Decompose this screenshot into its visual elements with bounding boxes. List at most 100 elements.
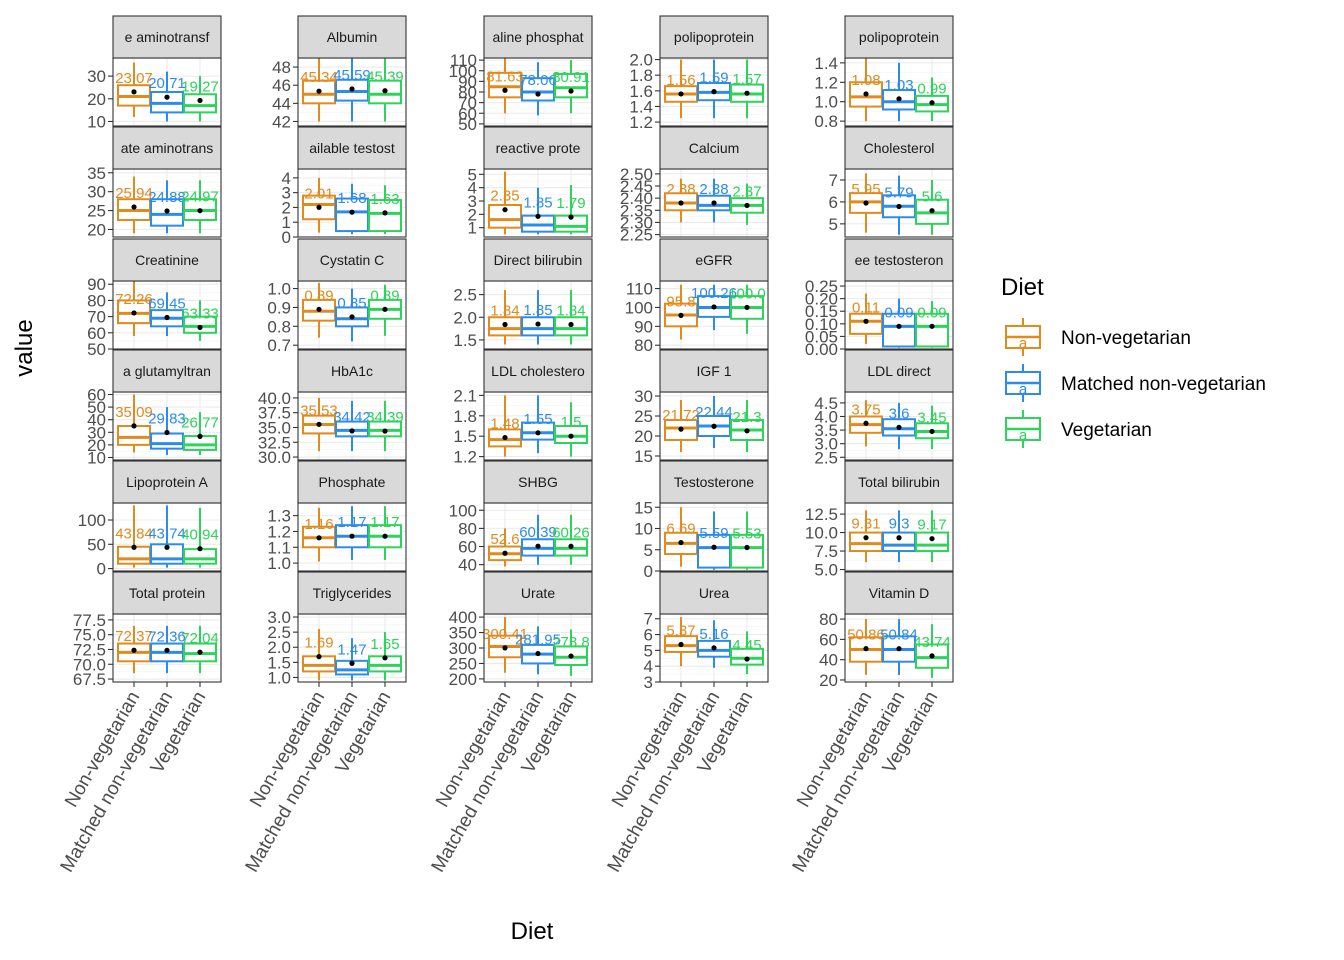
y-tick-label: 2.40 bbox=[620, 189, 653, 208]
y-tick-label: 0.05 bbox=[805, 327, 838, 346]
mean-point bbox=[131, 204, 137, 210]
mean-point bbox=[316, 421, 322, 427]
facet-strip bbox=[297, 238, 407, 282]
facet-strip-label: Total protein bbox=[129, 585, 205, 601]
mean-label: 24.88 bbox=[148, 189, 186, 206]
y-tick-label: 350 bbox=[449, 624, 477, 643]
y-tick-label: 25 bbox=[87, 202, 106, 221]
mean-label: 1.56 bbox=[666, 72, 695, 89]
mean-label: 43.84 bbox=[115, 525, 153, 542]
panel-boxes: 9.31 9.3 9.17 bbox=[849, 510, 949, 563]
mean-point bbox=[863, 420, 869, 426]
y-tick-label: 32.5 bbox=[258, 433, 291, 452]
facet-strip bbox=[659, 571, 769, 615]
y-tick-label: 0.7 bbox=[267, 336, 291, 355]
panel-boxes: 1.08 1.03 0.99 bbox=[849, 58, 949, 122]
panel-boxes: 5.95 5.79 5.6 bbox=[849, 173, 949, 235]
facet-strip bbox=[297, 126, 407, 170]
facet-strip-label: reactive prote bbox=[496, 140, 581, 156]
mean-point bbox=[678, 641, 684, 648]
mean-point bbox=[744, 304, 750, 311]
panel-boxes: 0.11 0.09 0.09 bbox=[849, 293, 949, 348]
y-tick-label: 1.0 bbox=[814, 93, 838, 112]
panel-boxes: 2.01 1.68 1.63 bbox=[302, 177, 402, 235]
mean-point bbox=[164, 429, 170, 436]
mean-label: 50.84 bbox=[880, 627, 918, 644]
y-tick-label: 2.5 bbox=[267, 623, 291, 642]
y-tick-label: 0 bbox=[282, 228, 291, 247]
facet-strip-label: Phosphate bbox=[319, 474, 386, 490]
mean-label: 72.36 bbox=[148, 628, 186, 645]
mean-label: 2.35 bbox=[490, 188, 519, 205]
mean-label: 60.26 bbox=[552, 524, 590, 541]
facet-strip bbox=[844, 15, 954, 59]
y-tick-label: 70 bbox=[458, 94, 477, 113]
y-tick-label: 3.5 bbox=[814, 421, 838, 440]
y-tick-label: 110 bbox=[626, 280, 653, 299]
legend-entry-label: Matched non-vegetarian bbox=[1061, 374, 1266, 395]
mean-label: 25.94 bbox=[115, 185, 153, 202]
y-tick-label: 1 bbox=[468, 219, 477, 238]
panel-boxes: 0.89 0.85 0.89 bbox=[302, 282, 402, 342]
y-tick-label: 2.5 bbox=[453, 286, 477, 305]
y-tick-label: 20 bbox=[87, 90, 106, 109]
mean-label: 72.04 bbox=[181, 630, 219, 647]
mean-point bbox=[502, 87, 508, 93]
y-tick-label: 0 bbox=[644, 562, 653, 581]
mean-point bbox=[896, 646, 902, 652]
y-tick-label: 1.8 bbox=[453, 407, 477, 426]
mean-point bbox=[502, 645, 508, 651]
mean-label: 1.68 bbox=[337, 190, 366, 207]
mean-label: 1.03 bbox=[884, 77, 913, 94]
mean-label: 1.48 bbox=[490, 416, 519, 433]
box-iqr bbox=[915, 531, 949, 553]
mean-point bbox=[535, 543, 541, 549]
legend-entry: a Matched non-vegetarian bbox=[1005, 364, 1266, 402]
y-tick-label: 80 bbox=[634, 336, 653, 355]
mean-label: 5.37 bbox=[666, 623, 695, 640]
y-tick-label: 2.50 bbox=[620, 165, 653, 184]
y-tick-label: 42 bbox=[272, 112, 291, 131]
y-tick-label: 46 bbox=[272, 76, 291, 95]
mean-point bbox=[744, 656, 750, 662]
facet-strip-label: a glutamyltran bbox=[123, 363, 211, 379]
mean-label: 78.06 bbox=[519, 72, 557, 89]
panel-boxes: 2.35 1.85 1.79 bbox=[488, 171, 588, 235]
mean-point bbox=[929, 428, 935, 435]
facet-strip bbox=[844, 571, 954, 615]
mean-point bbox=[349, 428, 355, 434]
mean-label: 5.53 bbox=[732, 525, 761, 542]
y-tick-label: 0.20 bbox=[805, 290, 838, 309]
mean-label: 1.69 bbox=[304, 635, 333, 652]
y-tick-label: 0.25 bbox=[805, 277, 838, 296]
mean-label: 1.55 bbox=[523, 411, 552, 428]
y-tick-label: 80 bbox=[87, 291, 106, 310]
mean-point bbox=[197, 324, 203, 331]
facet-strip bbox=[112, 349, 222, 393]
y-tick-label: 15 bbox=[634, 498, 653, 517]
facet-strip bbox=[659, 15, 769, 59]
y-tick-label: 20 bbox=[87, 436, 106, 455]
mean-point bbox=[316, 88, 322, 94]
y-tick-label: 0.9 bbox=[267, 298, 291, 317]
mean-label: 2.38 bbox=[699, 181, 728, 198]
y-tick-label: 100 bbox=[449, 62, 477, 81]
facet-panel: 5.95 5.79 5.6 Cholesterol 5 6 7 bbox=[829, 126, 954, 238]
y-tick-label: 40 bbox=[819, 651, 838, 670]
y-tick-label: 35.0 bbox=[258, 418, 291, 437]
legend-key-letter: a bbox=[1019, 381, 1028, 398]
facet-strip bbox=[297, 15, 407, 59]
y-tick-label: 30 bbox=[87, 183, 106, 202]
mean-label: 0.09 bbox=[917, 304, 946, 321]
